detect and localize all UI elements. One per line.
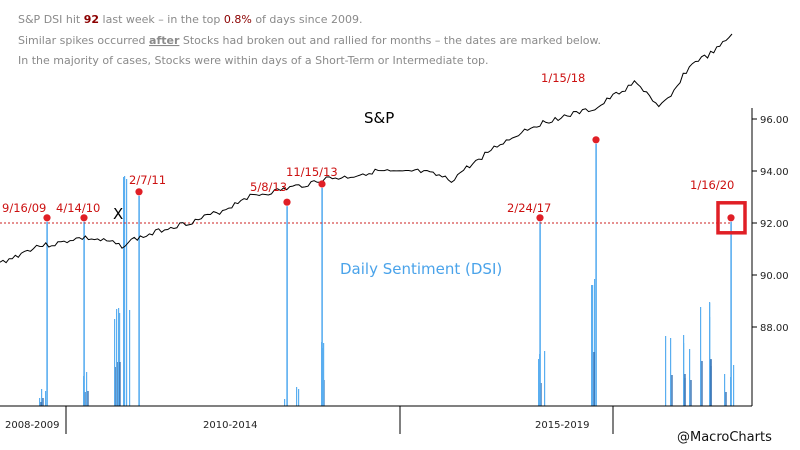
y-tick-label: 96.00 <box>760 115 789 126</box>
spike-marker <box>592 136 600 144</box>
dsi-bar <box>84 392 86 406</box>
dsi-bar <box>724 374 726 406</box>
spike-date-label: 5/8/13 <box>250 180 287 194</box>
dsi-bar <box>690 380 692 406</box>
spike-date-label: 2/24/17 <box>507 201 551 215</box>
spike-marker <box>727 214 735 222</box>
dsi-bar <box>119 362 121 406</box>
dsi-bars <box>39 143 735 407</box>
dsi-bar <box>725 392 727 406</box>
dsi-bar <box>86 372 88 406</box>
dsi-bar <box>733 365 735 406</box>
y-tick-label: 88.00 <box>760 323 789 334</box>
x-period-label: 2008-2009 <box>5 420 60 431</box>
sp-line <box>0 33 733 264</box>
spike-marker <box>536 214 544 222</box>
dsi-bar <box>544 351 546 406</box>
dsi-bar <box>591 285 593 406</box>
dsi-spike-bar <box>83 221 85 406</box>
dsi-bar <box>670 338 672 406</box>
spike-date-label: 4/14/10 <box>56 201 100 215</box>
dsi-bar <box>118 308 120 406</box>
dsi-bar <box>39 398 41 406</box>
spike-marker <box>318 180 326 188</box>
dsi-bar <box>123 177 125 406</box>
dsi-bar <box>538 359 540 406</box>
dsi-spike-bar <box>539 221 541 406</box>
dsi-bar <box>40 402 42 406</box>
dsi-bar <box>284 399 286 406</box>
dsi-bar <box>594 279 596 406</box>
dsi-bar <box>701 361 703 406</box>
spike-date-label: 9/16/09 <box>2 201 46 215</box>
dsi-bar <box>114 319 116 406</box>
dsi-bar <box>41 389 43 406</box>
dsi-bar <box>87 391 89 406</box>
dsi-bar <box>119 313 121 406</box>
axes: 96.00 94.00 92.00 90.00 88.00 2008-2009 2010-2… <box>0 108 789 434</box>
note-line-2: Similar spikes occurred after Stocks had… <box>18 34 601 47</box>
note-line-3: In the majority of cases, Stocks were wi… <box>18 54 489 67</box>
y-tick-label: 94.00 <box>760 167 789 178</box>
note-line-1: S&P DSI hit 92 last week – in the top 0.… <box>18 13 362 26</box>
spike-marker <box>80 214 88 222</box>
dsi-spike-bar <box>321 188 323 406</box>
dsi-bar <box>592 285 594 406</box>
spike-date-label: 11/15/13 <box>286 165 338 179</box>
x-period-label: 2015-2019 <box>535 420 590 431</box>
dsi-bar <box>323 343 325 406</box>
sp-series-label: S&P <box>364 109 394 127</box>
dsi-bar <box>296 387 298 406</box>
latest-highlight-box <box>716 201 747 235</box>
spike-marker <box>283 198 291 206</box>
cross-marker: X <box>113 205 123 223</box>
spike-date-label: 1/15/18 <box>541 71 585 85</box>
dsi-bar <box>671 375 673 406</box>
y-tick-label: 90.00 <box>760 271 789 282</box>
dsi-spike-bar <box>46 221 48 406</box>
dsi-bar <box>126 179 128 406</box>
spike-marker <box>43 214 51 222</box>
dsi-bar <box>42 398 44 406</box>
dsi-bar <box>593 352 595 406</box>
dsi-bar <box>709 303 711 406</box>
dsi-bar <box>665 336 667 406</box>
dsi-bar <box>700 307 702 406</box>
spike-date-label: 1/16/20 <box>690 178 734 192</box>
spike-marker <box>135 188 143 196</box>
spike-date-label: 2/7/11 <box>129 173 166 187</box>
dsi-bar <box>116 309 118 406</box>
dsi-bar <box>298 389 300 406</box>
y-tick-label: 92.00 <box>760 219 789 230</box>
x-period-label: 2010-2014 <box>203 420 258 431</box>
dsi-spike-bar <box>138 195 140 406</box>
dsi-series-label: Daily Sentiment (DSI) <box>340 260 502 278</box>
dsi-bar <box>710 360 712 406</box>
dsi-bar <box>45 391 47 406</box>
credit-label: @MacroCharts <box>677 430 772 445</box>
dsi-bar <box>689 349 691 406</box>
dsi-bar <box>684 374 686 406</box>
dsi-spike-bar <box>595 143 597 407</box>
dsi-bar <box>683 335 685 406</box>
dsi-bar <box>540 383 542 406</box>
dsi-bar <box>124 176 126 406</box>
dsi-bar <box>129 310 131 406</box>
dsi-spike-bar <box>730 221 732 406</box>
dsi-spike-bar <box>286 206 288 406</box>
